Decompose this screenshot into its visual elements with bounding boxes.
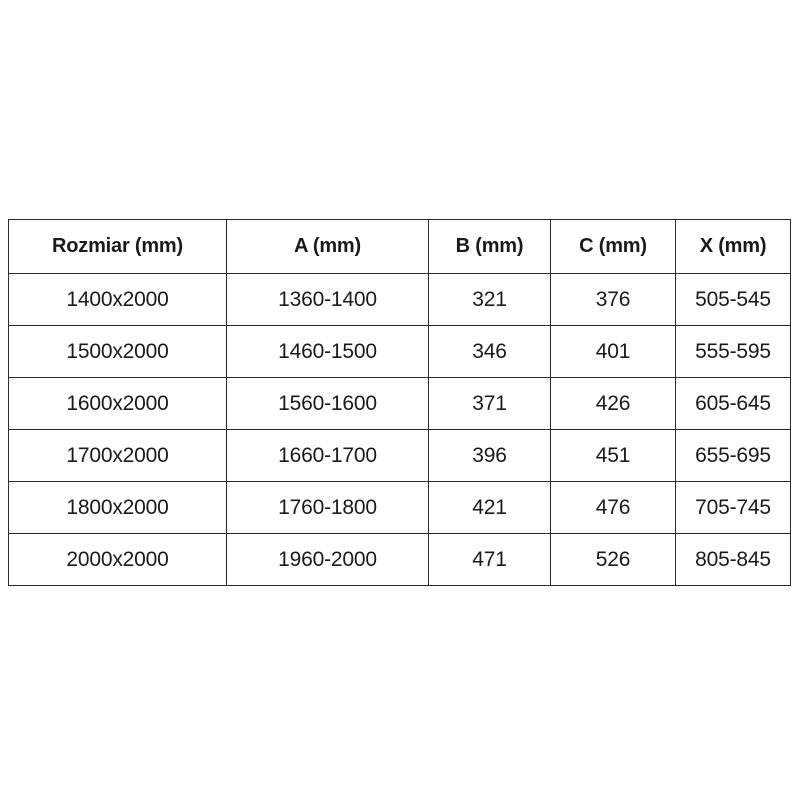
cell-b: 471 bbox=[428, 533, 551, 586]
cell-size: 1400x2000 bbox=[8, 273, 227, 326]
cell-x: 555-595 bbox=[675, 325, 791, 378]
cell-a: 1560-1600 bbox=[226, 377, 429, 430]
table-row: 1700x2000 1660-1700 396 451 655-695 bbox=[8, 429, 791, 482]
cell-c: 376 bbox=[550, 273, 676, 326]
cell-a: 1960-2000 bbox=[226, 533, 429, 586]
table-header-row: Rozmiar (mm) A (mm) B (mm) C (mm) X (mm) bbox=[8, 219, 791, 274]
table-row: 1400x2000 1360-1400 321 376 505-545 bbox=[8, 273, 791, 326]
cell-c: 451 bbox=[550, 429, 676, 482]
cell-x: 655-695 bbox=[675, 429, 791, 482]
table-row: 2000x2000 1960-2000 471 526 805-845 bbox=[8, 533, 791, 586]
cell-size: 1600x2000 bbox=[8, 377, 227, 430]
cell-c: 401 bbox=[550, 325, 676, 378]
cell-x: 605-645 bbox=[675, 377, 791, 430]
cell-size: 1700x2000 bbox=[8, 429, 227, 482]
cell-b: 346 bbox=[428, 325, 551, 378]
cell-b: 321 bbox=[428, 273, 551, 326]
cell-a: 1760-1800 bbox=[226, 481, 429, 534]
cell-a: 1460-1500 bbox=[226, 325, 429, 378]
table-row: 1500x2000 1460-1500 346 401 555-595 bbox=[8, 325, 791, 378]
table-header: Rozmiar (mm) A (mm) B (mm) C (mm) X (mm) bbox=[8, 219, 791, 274]
cell-size: 2000x2000 bbox=[8, 533, 227, 586]
column-header-x: X (mm) bbox=[675, 219, 791, 274]
cell-size: 1800x2000 bbox=[8, 481, 227, 534]
specification-table: Rozmiar (mm) A (mm) B (mm) C (mm) X (mm)… bbox=[8, 219, 791, 586]
table-row: 1800x2000 1760-1800 421 476 705-745 bbox=[8, 481, 791, 534]
column-header-b: B (mm) bbox=[428, 219, 551, 274]
cell-b: 421 bbox=[428, 481, 551, 534]
cell-a: 1660-1700 bbox=[226, 429, 429, 482]
cell-c: 476 bbox=[550, 481, 676, 534]
cell-b: 396 bbox=[428, 429, 551, 482]
column-header-a: A (mm) bbox=[226, 219, 429, 274]
cell-c: 426 bbox=[550, 377, 676, 430]
table-row: 1600x2000 1560-1600 371 426 605-645 bbox=[8, 377, 791, 430]
cell-x: 505-545 bbox=[675, 273, 791, 326]
cell-x: 805-845 bbox=[675, 533, 791, 586]
cell-size: 1500x2000 bbox=[8, 325, 227, 378]
cell-x: 705-745 bbox=[675, 481, 791, 534]
cell-c: 526 bbox=[550, 533, 676, 586]
cell-b: 371 bbox=[428, 377, 551, 430]
cell-a: 1360-1400 bbox=[226, 273, 429, 326]
specification-table-container: Rozmiar (mm) A (mm) B (mm) C (mm) X (mm)… bbox=[8, 219, 791, 586]
table-body: 1400x2000 1360-1400 321 376 505-545 1500x2000… bbox=[8, 273, 791, 586]
column-header-c: C (mm) bbox=[550, 219, 676, 274]
column-header-rozmiar: Rozmiar (mm) bbox=[8, 219, 227, 274]
